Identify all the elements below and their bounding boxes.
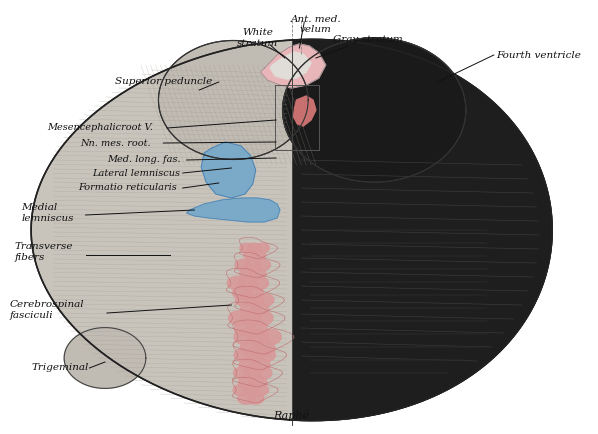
Polygon shape — [235, 259, 252, 271]
Polygon shape — [255, 243, 270, 253]
Polygon shape — [238, 393, 255, 404]
Polygon shape — [234, 349, 254, 362]
Polygon shape — [228, 311, 249, 325]
Text: Gray stratum: Gray stratum — [332, 36, 402, 45]
Text: Medial
lemniscus: Medial lemniscus — [22, 203, 74, 223]
Polygon shape — [245, 259, 261, 271]
Polygon shape — [254, 367, 272, 379]
Polygon shape — [254, 259, 270, 271]
Polygon shape — [251, 303, 269, 316]
Polygon shape — [227, 276, 247, 290]
Polygon shape — [202, 142, 256, 198]
Polygon shape — [239, 376, 257, 388]
Polygon shape — [233, 384, 250, 396]
Polygon shape — [246, 329, 269, 345]
Text: Med. long. fas.: Med. long. fas. — [107, 155, 181, 164]
Polygon shape — [243, 286, 263, 299]
Polygon shape — [187, 198, 280, 222]
Polygon shape — [283, 38, 466, 182]
Text: Lateral lemniscus: Lateral lemniscus — [92, 168, 181, 178]
Polygon shape — [233, 286, 252, 299]
Polygon shape — [245, 349, 264, 362]
Text: Mesencephalicroot V.: Mesencephalicroot V. — [47, 124, 152, 132]
Text: Transverse
fibers: Transverse fibers — [14, 242, 73, 262]
Polygon shape — [64, 328, 146, 388]
Polygon shape — [239, 358, 259, 372]
Text: Trigeminal: Trigeminal — [31, 364, 89, 372]
Polygon shape — [270, 52, 311, 79]
Polygon shape — [249, 276, 269, 290]
Polygon shape — [253, 341, 275, 356]
Polygon shape — [249, 268, 266, 279]
Polygon shape — [243, 367, 262, 379]
Polygon shape — [261, 44, 326, 88]
Polygon shape — [240, 268, 257, 279]
Polygon shape — [238, 276, 258, 290]
Text: Fourth ventricle: Fourth ventricle — [496, 50, 581, 59]
Polygon shape — [246, 294, 264, 306]
Polygon shape — [248, 243, 262, 253]
Polygon shape — [240, 303, 259, 316]
Polygon shape — [247, 393, 264, 404]
Polygon shape — [256, 349, 276, 362]
Polygon shape — [249, 376, 267, 388]
Text: Formatio reticularis: Formatio reticularis — [78, 184, 176, 193]
Polygon shape — [236, 294, 254, 306]
Text: White
stratum: White stratum — [237, 28, 278, 48]
Polygon shape — [234, 321, 255, 335]
Polygon shape — [294, 96, 316, 126]
Polygon shape — [158, 40, 308, 160]
Text: Nn. mes. root.: Nn. mes. root. — [80, 138, 150, 148]
Text: Superior peduncle: Superior peduncle — [115, 78, 212, 86]
Polygon shape — [256, 294, 274, 306]
Polygon shape — [234, 367, 252, 379]
Polygon shape — [244, 250, 258, 260]
Polygon shape — [252, 384, 269, 396]
Polygon shape — [292, 39, 552, 421]
Polygon shape — [246, 321, 267, 335]
Text: Raphé: Raphé — [273, 410, 310, 421]
Polygon shape — [259, 329, 281, 345]
Polygon shape — [252, 250, 266, 260]
Polygon shape — [251, 358, 270, 372]
Polygon shape — [240, 243, 254, 253]
Text: Ant. med.
velum: Ant. med. velum — [291, 15, 341, 34]
Polygon shape — [242, 384, 259, 396]
Polygon shape — [234, 329, 257, 345]
Polygon shape — [31, 39, 292, 420]
Polygon shape — [240, 311, 261, 325]
Polygon shape — [252, 311, 273, 325]
Polygon shape — [240, 341, 263, 356]
Text: Cerebrospinal
fasciculi: Cerebrospinal fasciculi — [10, 300, 84, 320]
